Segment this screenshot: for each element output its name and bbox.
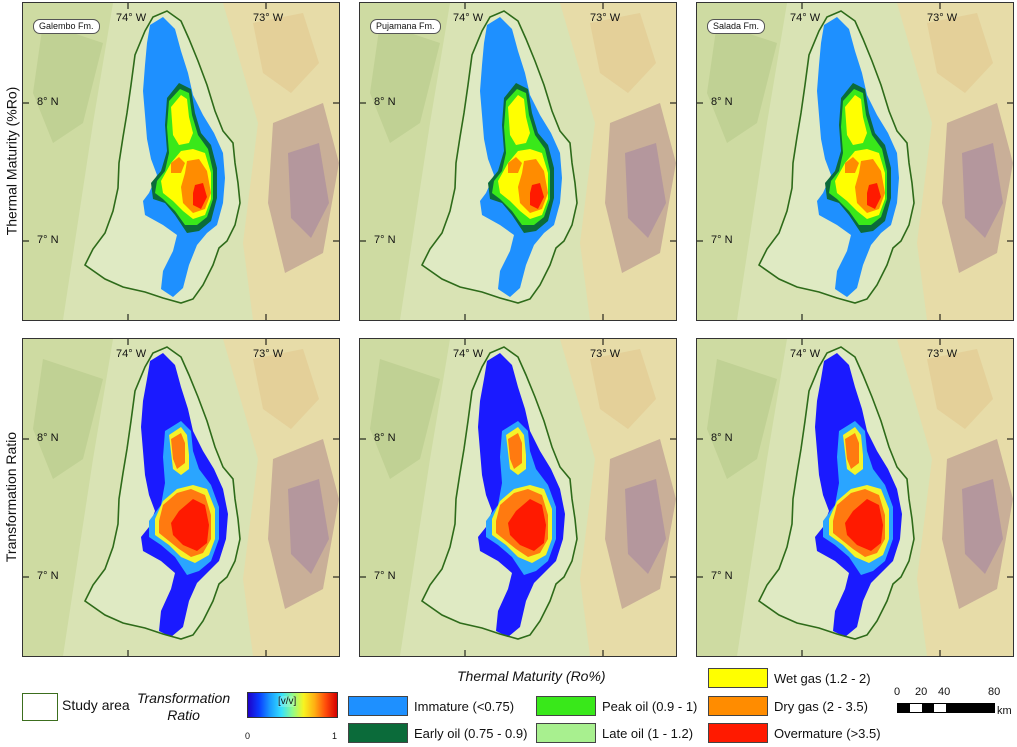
study-area-boundary: [83, 10, 241, 304]
lat-label-7: 7° N: [711, 234, 733, 246]
legend-peak-oil: Peak oil (0.9 - 1): [536, 696, 697, 716]
lat-label-7: 7° N: [37, 234, 59, 246]
colorbar-max: 1: [332, 731, 338, 741]
swatch-late-oil: [536, 723, 596, 743]
maturity-zone-4: [508, 499, 546, 551]
scale-unit: km: [997, 705, 1012, 717]
scale-label-40: 40: [938, 686, 951, 698]
scale-label-0: 0: [894, 686, 901, 698]
lat-label-7: 7° N: [374, 570, 396, 582]
legend-wet-gas: Wet gas (1.2 - 2): [708, 668, 871, 688]
lat-label-7: 7° N: [374, 234, 396, 246]
legend-overmature: Overmature (>3.5): [708, 723, 881, 743]
maturity-zone-4: [171, 499, 209, 551]
lat-label-8: 8° N: [37, 432, 59, 444]
lat-label-8: 8° N: [374, 96, 396, 108]
swatch-immature: [348, 696, 408, 716]
transformation-map-1: 74° W 73° W 8° N 7° N: [359, 338, 677, 657]
maturity-zone-4: [845, 499, 883, 551]
lat-label-8: 8° N: [37, 96, 59, 108]
lon-label-74: 74° W: [453, 12, 484, 24]
lon-label-74: 74° W: [790, 12, 821, 24]
lat-label-8: 8° N: [711, 96, 733, 108]
formation-label: Salada Fm.: [707, 19, 766, 34]
transformation-map-0: 74° W 73° W 8° N 7° N: [22, 338, 340, 657]
swatch-overmature: [708, 723, 768, 743]
transformation-colorbar: [247, 692, 338, 718]
lon-label-73: 73° W: [590, 348, 621, 360]
lat-label-8: 8° N: [374, 432, 396, 444]
study-area-boundary: [757, 346, 915, 640]
swatch-early-oil: [348, 723, 408, 743]
scale-label-80: 80: [988, 686, 1001, 698]
transformation-title: Transformation Ratio: [137, 690, 231, 723]
thermal-map-0: 74° W 73° W 8° N 7° N Galembo Fm.: [22, 2, 340, 321]
lat-label-7: 7° N: [711, 570, 733, 582]
thermal-map-1: 74° W 73° W 8° N 7° N Pujamana Fm.: [359, 2, 677, 321]
thermal-legend-title: Thermal Maturity (Ro%): [457, 668, 606, 684]
colorbar-min: 0: [245, 731, 251, 741]
legend-late-oil: Late oil (1 - 1.2): [536, 723, 693, 743]
swatch-wet-gas: [708, 668, 768, 688]
lon-label-74: 74° W: [116, 12, 147, 24]
lon-label-73: 73° W: [927, 348, 958, 360]
study-area-boundary: [420, 10, 578, 304]
study-area-legend: [22, 693, 58, 721]
lon-label-74: 74° W: [790, 348, 821, 360]
legend-early-oil: Early oil (0.75 - 0.9): [348, 723, 527, 743]
formation-label: Pujamana Fm.: [370, 19, 441, 34]
study-area-boundary: [420, 346, 578, 640]
legend-dry-gas: Dry gas (2 - 3.5): [708, 696, 868, 716]
lat-label-8: 8° N: [711, 432, 733, 444]
lon-label-73: 73° W: [590, 12, 621, 24]
lon-label-74: 74° W: [116, 348, 147, 360]
lon-label-74: 74° W: [453, 348, 484, 360]
transformation-unit: [v/v]: [278, 696, 297, 707]
swatch-dry-gas: [708, 696, 768, 716]
study-area-boundary: [83, 346, 241, 640]
formation-label: Galembo Fm.: [33, 19, 100, 34]
lon-label-73: 73° W: [927, 12, 958, 24]
row-label-transformation: Transformation Ratio: [3, 431, 20, 562]
study-area-label: Study area: [62, 697, 130, 713]
lon-label-73: 73° W: [253, 12, 284, 24]
transformation-map-2: 74° W 73° W 8° N 7° N: [696, 338, 1014, 657]
scale-label-20: 20: [915, 686, 928, 698]
lon-label-73: 73° W: [253, 348, 284, 360]
legend-immature: Immature (<0.75): [348, 696, 514, 716]
swatch-peak-oil: [536, 696, 596, 716]
maturity-zone-5: [530, 183, 544, 209]
row-label-thermal: Thermal Maturity (%Ro): [3, 86, 19, 235]
maturity-zone-5: [193, 183, 207, 209]
thermal-map-2: 74° W 73° W 8° N 7° N Salada Fm.: [696, 2, 1014, 321]
study-area-boundary: [757, 10, 915, 304]
maturity-zone-5: [867, 183, 881, 209]
lat-label-7: 7° N: [37, 570, 59, 582]
scale-bar: [897, 703, 995, 713]
